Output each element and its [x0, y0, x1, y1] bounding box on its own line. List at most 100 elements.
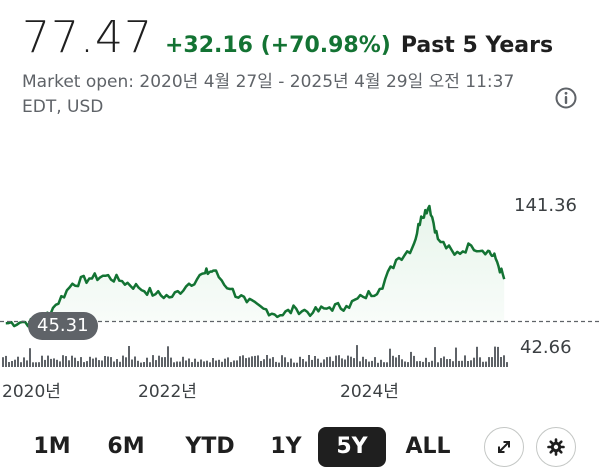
volume-bar — [281, 355, 283, 367]
volume-bar — [122, 355, 124, 367]
volume-bar — [335, 355, 337, 367]
volume-bar — [272, 357, 274, 367]
volume-bar — [341, 358, 343, 367]
range-button-ytd[interactable]: YTD — [185, 434, 235, 459]
volume-bar — [386, 362, 388, 367]
volume-bar — [110, 357, 112, 367]
volume-bar — [176, 361, 178, 367]
volume-bar — [101, 360, 103, 367]
volume-bar — [98, 360, 100, 367]
volume-bar — [452, 361, 454, 367]
volume-bar — [458, 360, 460, 367]
volume-bar — [263, 359, 265, 367]
volume-bar — [497, 346, 499, 367]
volume-bar — [5, 355, 7, 367]
volume-bar — [56, 359, 58, 367]
volume-bar — [410, 351, 412, 367]
volume-bar — [491, 357, 493, 367]
volume-bar — [296, 362, 298, 367]
volume-bar — [233, 360, 235, 367]
volume-bar — [83, 362, 85, 367]
range-button-6m[interactable]: 6M — [107, 434, 145, 459]
volume-bar — [35, 362, 37, 367]
volume-bar — [80, 357, 82, 367]
volume-bar — [260, 361, 262, 367]
volume-bar — [398, 355, 400, 367]
volume-bar — [200, 359, 202, 367]
volume-bar — [140, 362, 142, 367]
volume-bar — [14, 359, 16, 367]
volume-bar — [257, 355, 259, 367]
volume-bar — [26, 360, 28, 367]
volume-bar — [161, 357, 163, 367]
volume-bar — [500, 357, 502, 367]
info-icon[interactable] — [554, 86, 578, 110]
volume-bar — [8, 362, 10, 367]
volume-bar — [149, 362, 151, 367]
volume-bar — [311, 359, 313, 367]
volume-bar — [395, 357, 397, 367]
volume-bar — [464, 355, 466, 367]
market-status: Market open: 2020년 4월 27일 - 2025년 4월 29일… — [22, 72, 515, 117]
volume-bar — [326, 357, 328, 367]
volume-bar — [440, 358, 442, 367]
volume-bar — [53, 358, 55, 367]
volume-bar — [182, 356, 184, 367]
volume-bar — [419, 361, 421, 367]
volume-bar — [383, 362, 385, 367]
volume-bar — [389, 348, 391, 367]
volume-bar — [431, 360, 433, 367]
volume-bar — [131, 359, 133, 367]
range-button-all[interactable]: ALL — [405, 434, 451, 459]
volume-bar — [2, 357, 4, 367]
volume-bar — [407, 362, 409, 367]
volume-bar — [86, 361, 88, 367]
volume-bar — [77, 361, 79, 367]
volume-bar — [50, 358, 52, 367]
volume-bar — [155, 360, 157, 367]
volume-bar — [227, 357, 229, 367]
volume-bar — [338, 355, 340, 367]
volume-bar — [365, 359, 367, 367]
x-label-2024: 2024년 — [340, 382, 399, 402]
volume-bar — [59, 361, 61, 367]
range-button-1m[interactable]: 1M — [33, 434, 71, 459]
volume-bar — [269, 358, 271, 367]
volume-bar — [236, 360, 238, 367]
volume-bar — [428, 362, 430, 367]
volume-bar — [224, 358, 226, 367]
x-label-2022: 2022년 — [138, 382, 197, 402]
volume-bar — [302, 359, 304, 367]
expand-chart-button[interactable] — [484, 427, 524, 467]
volume-bar — [437, 362, 439, 367]
volume-bar — [221, 361, 223, 367]
volume-bar — [413, 355, 415, 367]
range-button-1y[interactable]: 1Y — [270, 434, 302, 459]
volume-bar — [248, 357, 250, 367]
volume-bar — [92, 358, 94, 367]
price-chart[interactable] — [0, 150, 600, 375]
y-label-high: 141.36 — [514, 195, 577, 216]
volume-bar — [293, 362, 295, 367]
volume-bar — [422, 361, 424, 367]
volume-bar — [119, 361, 121, 367]
volume-bar — [323, 359, 325, 367]
volume-bar — [206, 360, 208, 367]
volume-bar — [128, 346, 130, 367]
volume-bar — [152, 355, 154, 367]
volume-bar — [47, 355, 49, 367]
volume-bar — [482, 361, 484, 367]
volume-bar — [434, 347, 436, 367]
volume-bar — [278, 362, 280, 367]
current-price: 77.47 — [22, 12, 153, 63]
range-button-5y[interactable]: 5Y — [318, 427, 386, 467]
chart-settings-button[interactable] — [536, 427, 576, 467]
gear-icon — [547, 438, 565, 456]
volume-bar — [38, 362, 40, 367]
baseline-price-badge: 45.31 — [28, 312, 98, 340]
volume-bar — [425, 357, 427, 367]
volume-bar — [20, 362, 22, 367]
range-selector: 1M 6M YTD 1Y 5Y ALL — [0, 425, 600, 469]
volume-bar — [29, 348, 31, 367]
volume-bar — [371, 360, 373, 367]
